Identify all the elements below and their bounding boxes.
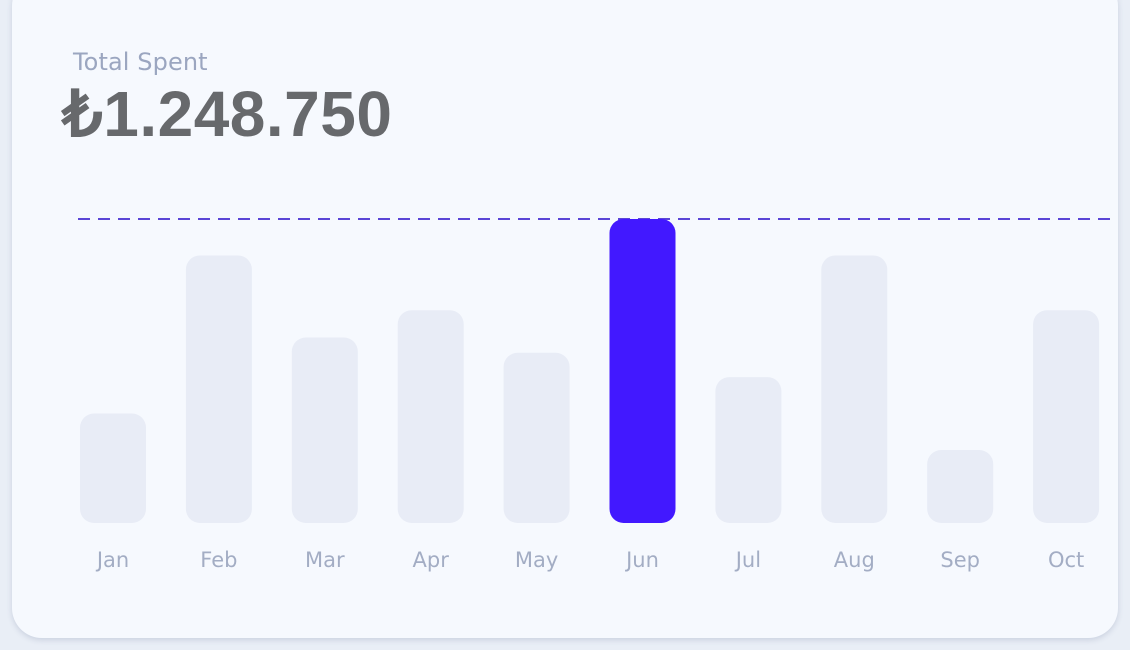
bar-apr[interactable] [397, 310, 464, 523]
bar-jun[interactable] [609, 219, 676, 523]
month-label-jun: Jun [624, 548, 659, 572]
bar-jan[interactable] [80, 413, 146, 523]
bar-may[interactable] [503, 352, 570, 523]
month-label-feb: Feb [200, 548, 237, 572]
bar-mar[interactable] [291, 337, 358, 523]
monthly-spending-chart: Jan Feb Mar Apr May Jun Jul Aug Sep Oct [78, 218, 1118, 572]
month-label-apr: Apr [413, 548, 450, 572]
bar-jul[interactable] [715, 377, 782, 523]
month-label-aug: Aug [834, 548, 875, 572]
total-spent-label: Total Spent [73, 48, 208, 76]
month-label-jul: Jul [734, 548, 761, 572]
month-label-oct: Oct [1048, 548, 1084, 572]
total-spent-card: Total Spent ₺1.248.750 Jan Feb Mar Apr May Ju… [12, 0, 1118, 638]
bar-sep[interactable] [927, 450, 994, 523]
total-spent-amount: ₺1.248.750 [62, 78, 393, 150]
month-label-may: May [515, 548, 558, 572]
bar-oct[interactable] [1033, 310, 1100, 523]
month-label-mar: Mar [305, 548, 345, 572]
month-label-sep: Sep [940, 548, 980, 572]
bar-aug[interactable] [821, 255, 888, 523]
bar-feb[interactable] [185, 255, 252, 523]
month-label-jan: Jan [95, 548, 129, 572]
